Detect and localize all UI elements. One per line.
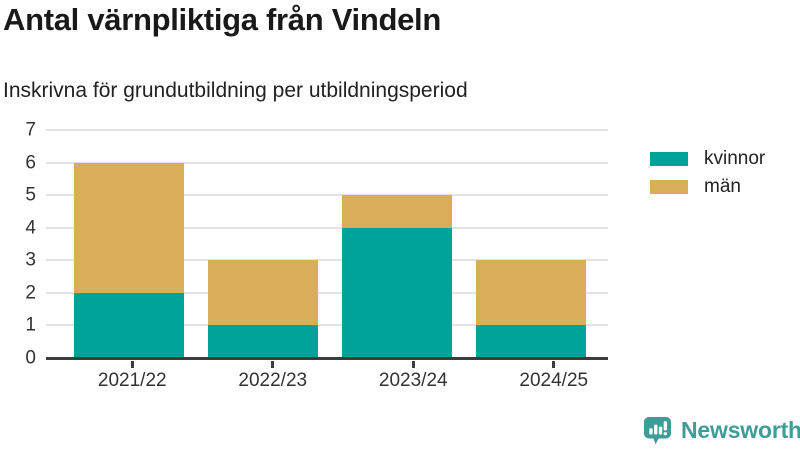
y-axis-label: 0 (25, 347, 36, 369)
x-axis-tick (271, 361, 275, 368)
bar-slot (196, 130, 330, 358)
bar-slot (330, 130, 464, 358)
newsworthy-logo-link[interactable]: Newsworthy (641, 414, 800, 447)
legend-label: kvinnor (704, 147, 766, 169)
bar-segment-män (74, 162, 184, 293)
gridline-7 (46, 129, 608, 131)
bar-segment-män (208, 260, 318, 326)
xlabel-slot: 2022/23 (203, 370, 344, 392)
x-axis-tick (130, 361, 134, 368)
y-axis-label: 4 (25, 217, 36, 239)
y-axis-labels: 0 1 2 3 4 5 6 7 (0, 121, 36, 368)
xtick-slot (484, 361, 625, 368)
x-axis-labels: 2021/22 2022/23 2023/24 2024/25 (46, 370, 634, 392)
bar-group-2021/22 (74, 130, 184, 358)
xlabel-slot: 2021/22 (62, 370, 203, 392)
bar-slot (62, 130, 196, 358)
bars-row (46, 130, 608, 358)
chart-subtitle: Inskrivna för grundutbildning per utbild… (3, 79, 468, 102)
gridline-3 (46, 259, 608, 262)
legend-label: män (704, 175, 741, 197)
bar-group-2024/25 (476, 130, 586, 358)
x-axis-tick (552, 361, 556, 368)
bar-segment-män (476, 260, 586, 326)
bar-slot (464, 130, 598, 358)
plot-area (46, 129, 608, 360)
bar-segment-kvinnor (74, 292, 184, 358)
gridline-4 (46, 226, 608, 229)
legend: kvinnor män (650, 147, 766, 197)
xticks-row (46, 361, 634, 368)
xlabel-slot: 2023/24 (343, 370, 484, 392)
y-axis-label: 6 (25, 152, 36, 174)
bar-group-2022/23 (208, 130, 318, 358)
gridline-2 (46, 291, 608, 294)
bar-segment-kvinnor (342, 227, 452, 358)
y-axis-label: 1 (25, 314, 36, 336)
legend-swatch-kvinnor (650, 151, 688, 166)
y-axis-label: 7 (25, 119, 36, 141)
bar-segment-män (342, 195, 452, 228)
x-axis-line (46, 357, 608, 360)
x-axis-label: 2022/23 (238, 370, 308, 391)
xtick-slot (62, 361, 203, 368)
y-axis-label: 3 (25, 249, 36, 271)
x-axis-label: 2023/24 (378, 370, 448, 391)
bar-segment-kvinnor (476, 325, 586, 358)
legend-item-kvinnor: kvinnor (650, 147, 766, 169)
y-axis-label: 5 (25, 184, 36, 206)
bar-segment-kvinnor (208, 325, 318, 358)
x-axis-label: 2024/25 (519, 370, 589, 391)
newsworthy-logo-text: Newsworthy (681, 417, 800, 443)
newsworthy-logo-icon (641, 414, 674, 447)
xtick-slot (343, 361, 484, 368)
chart-title: Antal värnpliktiga från Vindeln (3, 2, 441, 37)
legend-swatch-män (650, 179, 688, 194)
x-axis-tick (411, 361, 415, 368)
xtick-slot (203, 361, 344, 368)
gridline-6 (46, 161, 608, 164)
y-axis-label: 2 (25, 282, 36, 304)
gridline-1 (46, 324, 608, 327)
legend-item-män: män (650, 175, 765, 197)
gridline-5 (46, 194, 608, 197)
xlabel-slot: 2024/25 (484, 370, 625, 392)
x-axis-label: 2021/22 (97, 370, 167, 391)
bar-group-2023/24 (342, 130, 452, 358)
